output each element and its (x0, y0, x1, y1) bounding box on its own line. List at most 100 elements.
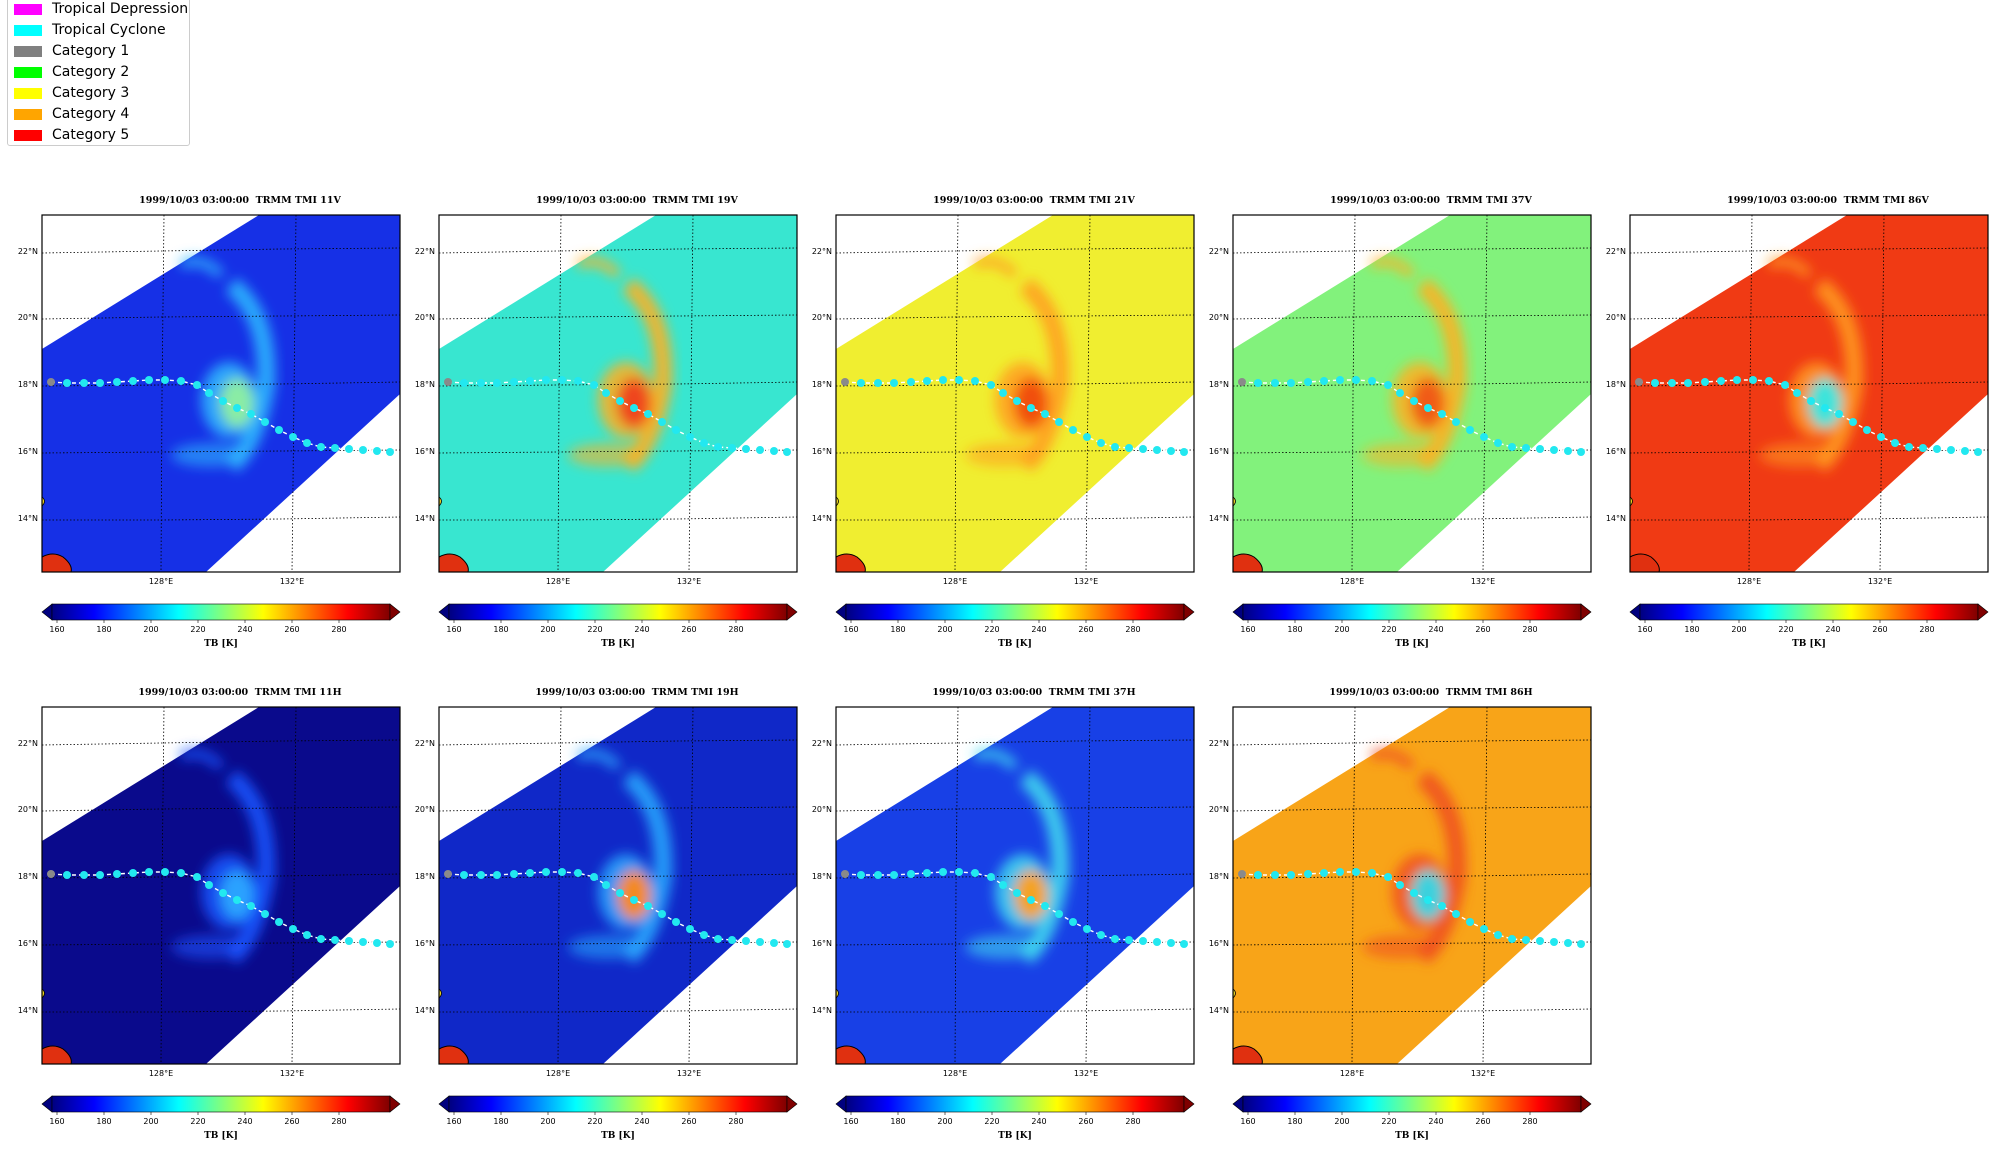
legend-item: Tropical Cyclone (14, 21, 166, 39)
track-point (63, 871, 71, 879)
map-frame (1232, 214, 1592, 573)
land-mass (1630, 553, 1660, 572)
colorbar-tick: 220 (984, 1117, 999, 1126)
track-point (714, 935, 722, 943)
colorbar-tick: 260 (284, 1117, 299, 1126)
track-point (1974, 448, 1982, 456)
colorbar-tick: 240 (1428, 625, 1443, 634)
map-svg: 22°N 20°N 18°N 16°N 14°N 128°E 132°E 160 180 200 2… (18, 706, 401, 1141)
lat-label: 16°N (415, 939, 435, 948)
colorbar-label: TB [K] (204, 1131, 238, 1141)
legend-item: Category 4 (14, 105, 129, 123)
lat-label: 20°N (812, 313, 832, 322)
track-point (1336, 868, 1344, 876)
track-point (1013, 397, 1021, 405)
track-point (193, 381, 201, 389)
colorbar-tick: 260 (1475, 1117, 1490, 1126)
track-point (907, 378, 915, 386)
track-point (1125, 444, 1133, 452)
track-point (1947, 446, 1955, 454)
track-point (345, 445, 353, 453)
lon-label: 128°E (943, 577, 967, 586)
storm-structure (965, 256, 1070, 473)
track-point (1849, 418, 1857, 426)
panel-title: 1999/10/03 03:00:00 TRMM TMI 37H (932, 687, 1136, 698)
track-point (460, 871, 468, 879)
storm-structure (1362, 748, 1467, 965)
storm-structure (568, 256, 673, 473)
lat-label: 18°N (812, 380, 832, 389)
track-point (177, 377, 185, 385)
colorbar-tick: 200 (540, 1117, 555, 1126)
legend-swatch (14, 87, 42, 99)
colorbar-tick: 260 (681, 1117, 696, 1126)
legend-swatch (14, 45, 42, 57)
track-point (1438, 410, 1446, 418)
map-svg: 22°N 20°N 18°N 16°N 14°N 128°E 132°E 160 180 200 2… (1209, 214, 1592, 649)
track-point (857, 871, 865, 879)
track-point (1765, 377, 1773, 385)
lon-label: 132°E (677, 577, 701, 586)
track-point (247, 410, 255, 418)
track-point (1438, 902, 1446, 910)
track-point (233, 896, 241, 904)
lat-label: 16°N (812, 939, 832, 948)
colorbar-tick: 180 (493, 625, 508, 634)
track-point (971, 869, 979, 877)
map-frame (835, 214, 1195, 573)
lon-label: 132°E (1074, 1069, 1098, 1078)
storm-structure (171, 256, 276, 473)
lat-label: 18°N (415, 872, 435, 881)
colorbar-tick: 240 (237, 1117, 252, 1126)
track-point (1577, 940, 1585, 948)
track-point (1564, 447, 1572, 455)
lat-label: 20°N (1209, 313, 1229, 322)
track-point (907, 870, 915, 878)
track-point (219, 889, 227, 897)
colorbar-tick: 200 (143, 625, 158, 634)
map-frame (438, 706, 798, 1065)
track-point (672, 918, 680, 926)
colorbar-tick: 220 (1381, 1117, 1396, 1126)
track-point (756, 446, 764, 454)
lon-label: 128°E (546, 577, 570, 586)
colorbar-label: TB [K] (601, 1131, 635, 1141)
track-point (890, 379, 898, 387)
track-point (658, 910, 666, 918)
track-point (783, 940, 791, 948)
lon-label: 132°E (1868, 577, 1892, 586)
lon-label: 128°E (1737, 577, 1761, 586)
legend-label: Tropical Cyclone (52, 22, 166, 38)
legend-swatch (14, 3, 42, 15)
lat-label: 16°N (18, 939, 38, 948)
colorbar-tick: 260 (1475, 625, 1490, 634)
track-point (177, 869, 185, 877)
track-point (373, 939, 381, 947)
track-point (1069, 918, 1077, 926)
track-point (275, 426, 283, 434)
legend-item: Category 2 (14, 63, 129, 81)
colorbar-tick: 200 (937, 625, 952, 634)
colorbar-tick: 160 (446, 1117, 461, 1126)
legend-item: Category 3 (14, 84, 129, 102)
legend-swatch (14, 24, 42, 36)
colorbar-tick: 220 (587, 625, 602, 634)
track-point (261, 418, 269, 426)
track-point (275, 918, 283, 926)
track-point (1651, 379, 1659, 387)
track-point (874, 871, 882, 879)
track-point (1041, 410, 1049, 418)
track-point (714, 443, 722, 451)
track-point (1733, 376, 1741, 384)
colorbar-tick: 180 (1684, 625, 1699, 634)
legend-item: Tropical Depression (14, 0, 188, 18)
track-point (331, 936, 339, 944)
track-point (630, 404, 638, 412)
track-point (1013, 889, 1021, 897)
track-point (493, 871, 501, 879)
colorbar-tick: 180 (1287, 625, 1302, 634)
track-point (874, 379, 882, 387)
track-point (1287, 379, 1295, 387)
track-point (161, 868, 169, 876)
track-point (303, 439, 311, 447)
